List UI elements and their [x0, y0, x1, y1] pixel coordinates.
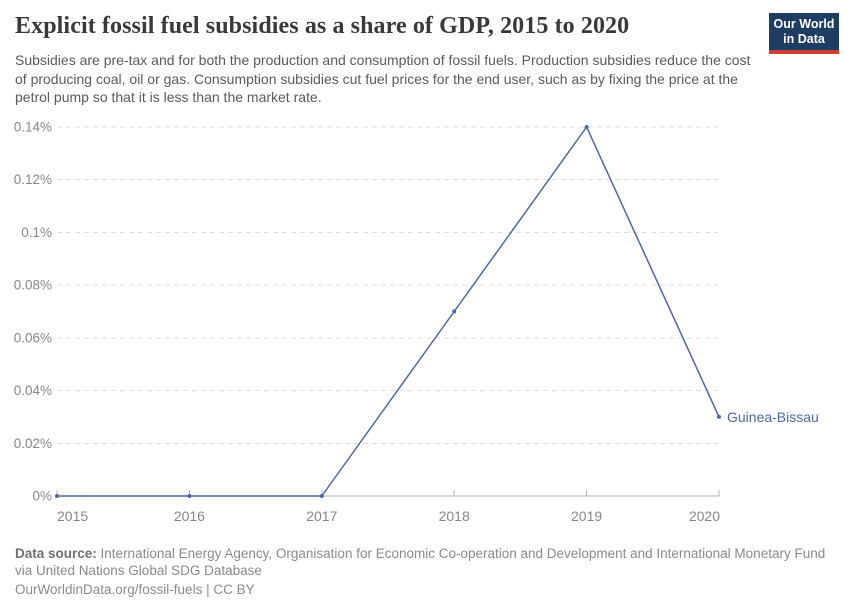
y-axis-tick-label: 0% — [32, 489, 52, 504]
owid-logo-line1: Our World — [773, 17, 835, 31]
y-axis-tick-label: 0.06% — [14, 330, 52, 345]
x-axis-tick-label: 2018 — [439, 508, 470, 524]
data-point — [187, 494, 192, 498]
footer-license-link[interactable]: OurWorldinData.org/fossil-fuels | CC BY — [15, 581, 255, 597]
y-axis-tick-label: 0.08% — [14, 278, 52, 293]
chart-title: Explicit fossil fuel subsidies as a shar… — [15, 13, 630, 39]
data-line — [56, 126, 720, 497]
x-axis-tick-label: 2020 — [689, 508, 720, 524]
data-source-text: International Energy Agency, Organisatio… — [15, 545, 826, 579]
data-source-label: Data source: — [15, 545, 97, 561]
y-axis-tick-label: 0.02% — [14, 436, 52, 451]
data-source-note: Data source: International Energy Agency… — [15, 545, 833, 580]
owid-logo[interactable]: Our World in Data — [769, 13, 839, 54]
data-point — [717, 414, 721, 419]
x-axis-tick-label: 2017 — [306, 508, 337, 524]
y-axis-tick-label: 0.14% — [14, 120, 52, 135]
x-axis-tick-label: 2019 — [571, 508, 602, 524]
x-axis-tick-label: 2015 — [57, 508, 88, 524]
x-axis-tick-label: 2016 — [174, 508, 205, 524]
chart-subtitle: Subsidies are pre-tax and for both the p… — [15, 52, 751, 105]
owid-logo-line2: in Data — [783, 32, 825, 46]
y-axis-tick-label: 0.04% — [14, 383, 52, 398]
data-point — [452, 309, 457, 314]
y-axis-tick-label: 0.1% — [21, 225, 52, 240]
data-point — [584, 125, 589, 129]
data-point — [319, 494, 324, 498]
y-axis-tick-label: 0.12% — [14, 172, 52, 187]
series-end-label[interactable]: Guinea-Bissau — [727, 409, 819, 425]
data-point — [55, 494, 59, 498]
